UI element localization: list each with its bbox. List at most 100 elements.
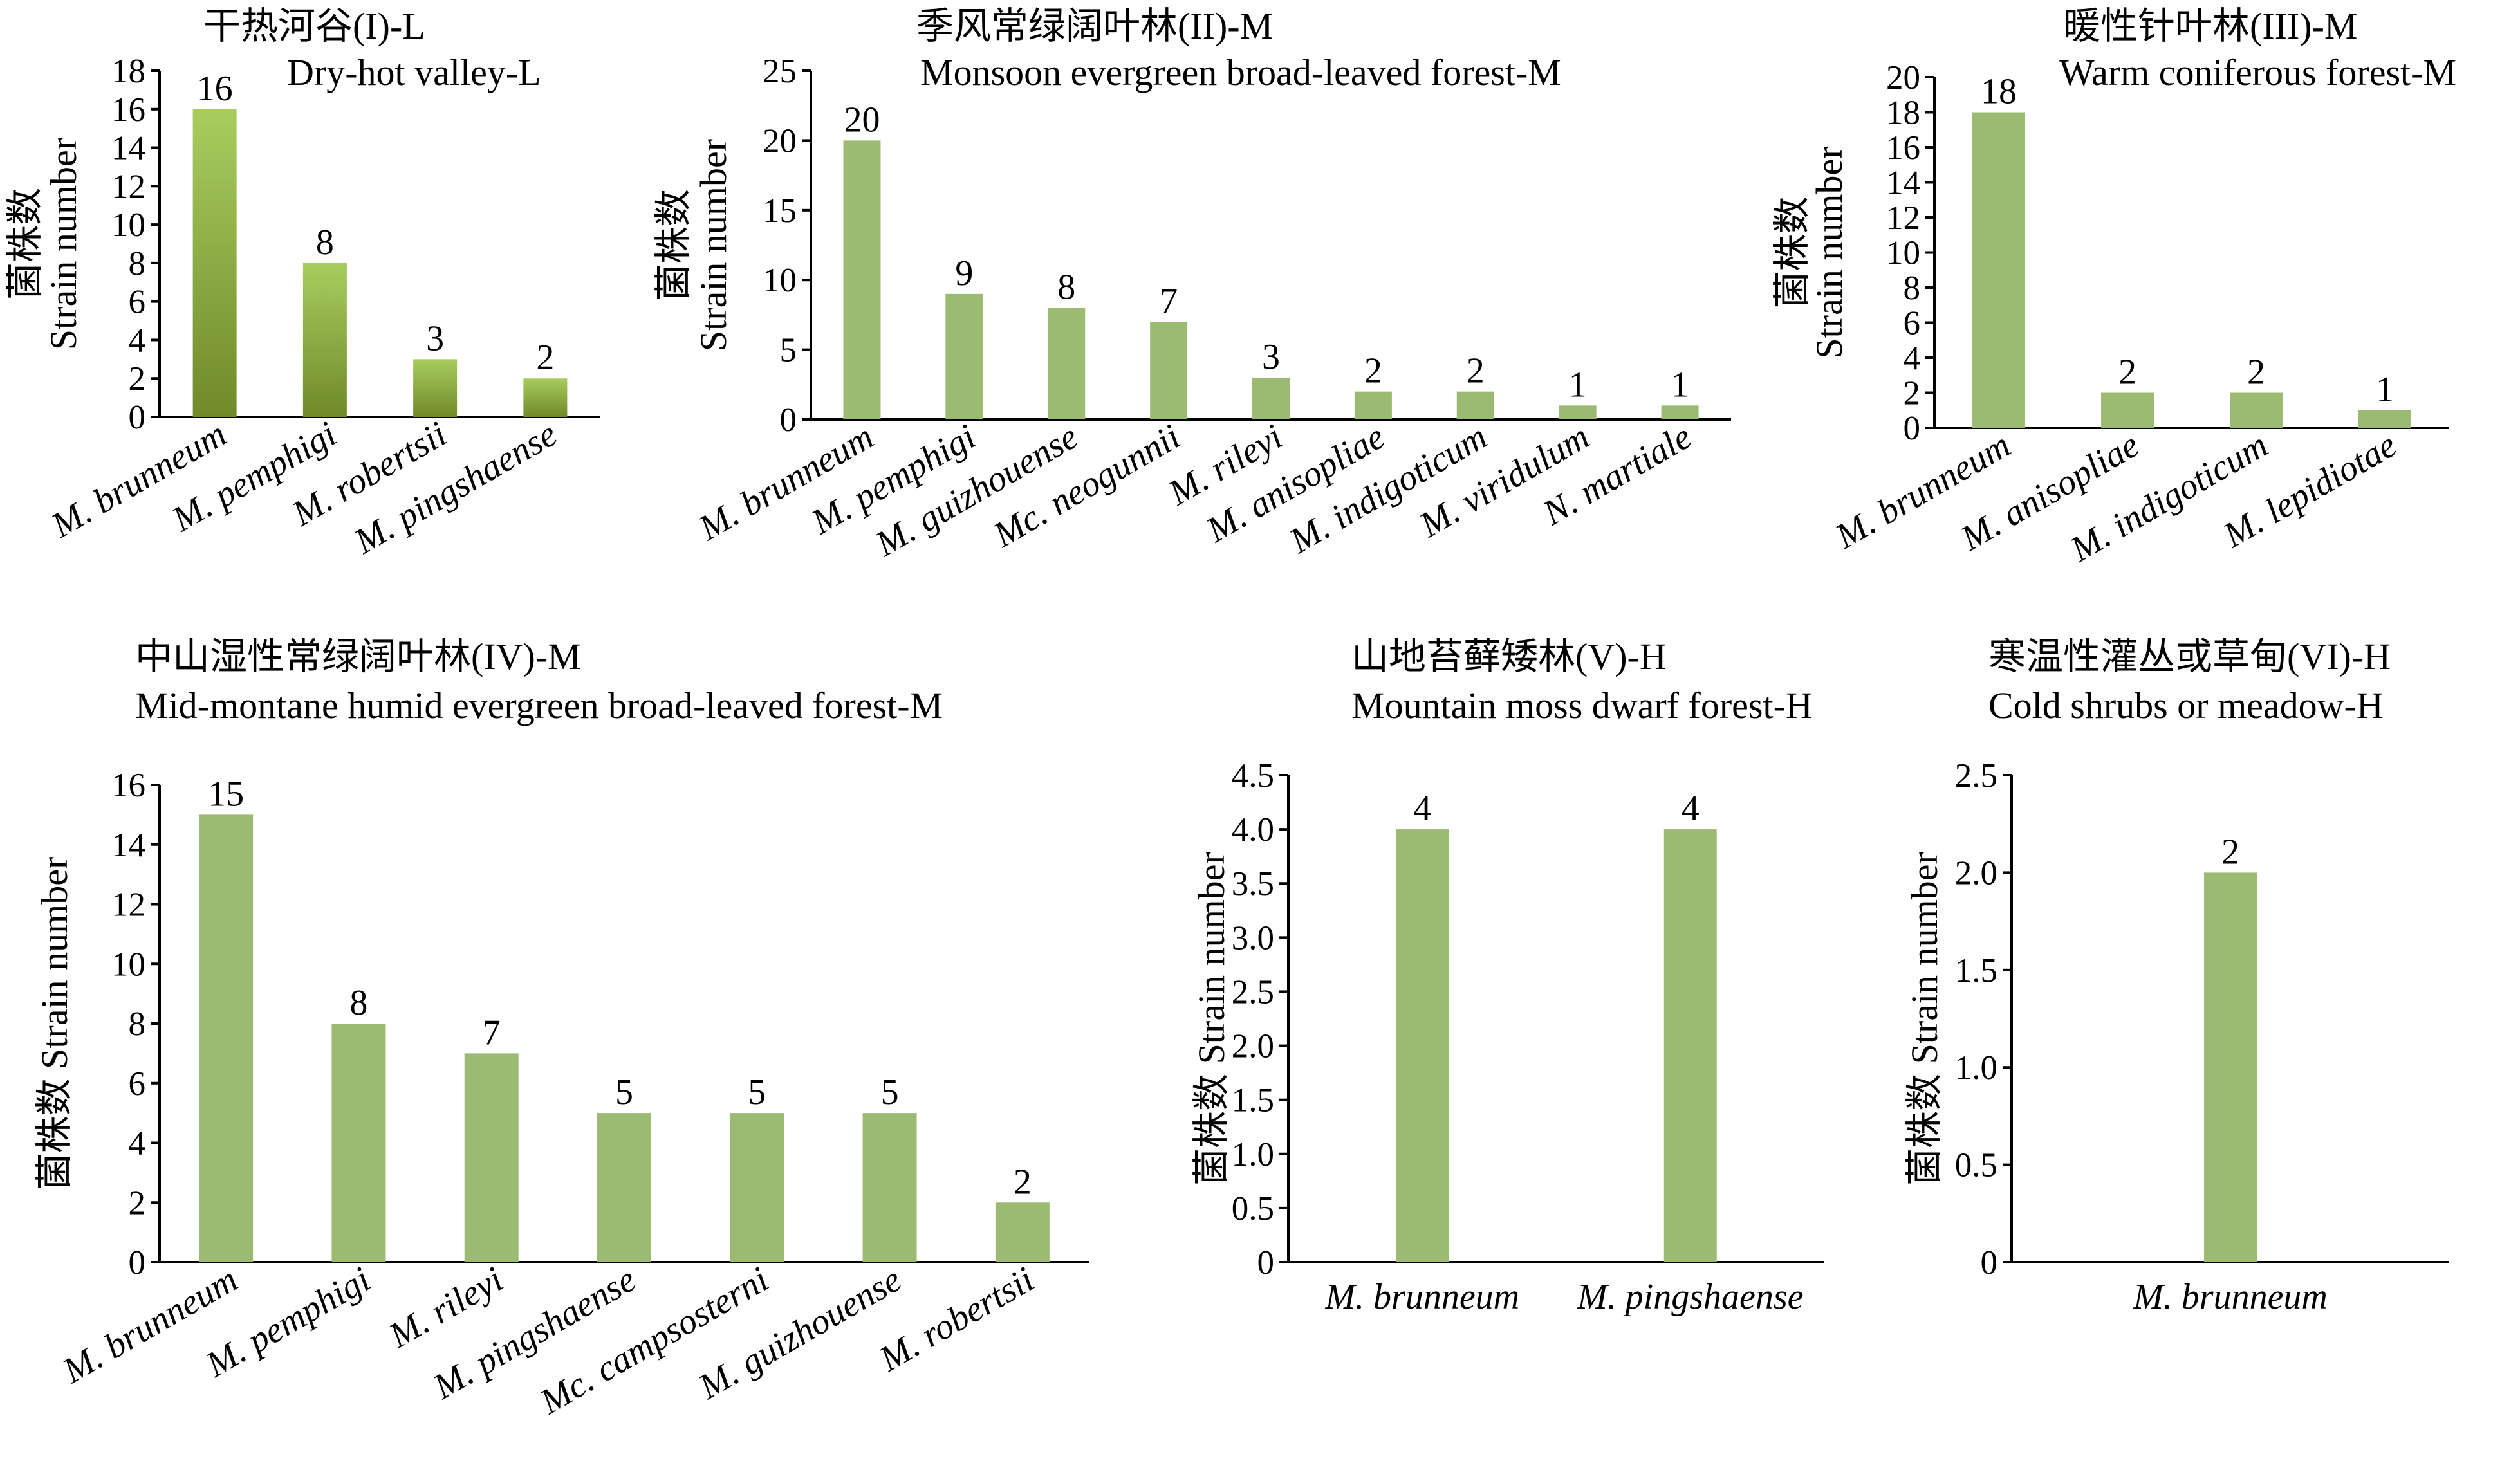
bar xyxy=(1354,391,1392,419)
bar xyxy=(2204,872,2257,1262)
bar-value-label: 2 xyxy=(536,338,554,378)
y-tick-label: 0.5 xyxy=(1232,1190,1274,1227)
bar-value-label: 8 xyxy=(349,983,367,1023)
bar xyxy=(523,378,568,417)
chart-panel-4: 中山湿性常绿阔叶林(IV)-M Mid-montane humid evergre… xyxy=(33,636,1089,1422)
y-tick-label: 16 xyxy=(1886,129,1920,167)
y-tick-label: 8 xyxy=(1904,270,1921,307)
y-tick-label: 12 xyxy=(111,887,145,924)
bar xyxy=(1661,405,1699,419)
y-tick-label: 14 xyxy=(111,827,145,864)
bar xyxy=(1972,112,2025,428)
bar xyxy=(464,1053,519,1262)
chart-title-zh: 寒温性灌丛或草甸(VI)-H xyxy=(1988,636,2391,677)
y-axis-label-en: Strain number xyxy=(692,139,734,351)
y-tick-label: 12 xyxy=(111,168,145,205)
y-tick-label: 4.5 xyxy=(1232,757,1274,795)
bar-value-label: 2 xyxy=(2118,353,2136,392)
bar xyxy=(1456,391,1494,419)
y-axis-label: 菌株数 Strain number xyxy=(1904,852,1945,1186)
chart-title-zh: 季风常绿阔叶林(II)-M xyxy=(916,5,1273,47)
y-tick-label: 2.0 xyxy=(1955,854,1997,892)
y-tick-label: 1.0 xyxy=(1955,1049,1997,1087)
y-tick-label: 3.0 xyxy=(1232,919,1274,957)
bar xyxy=(331,1024,386,1262)
y-tick-label: 10 xyxy=(111,946,145,983)
y-tick-label: 0 xyxy=(780,401,797,439)
y-tick-label: 2 xyxy=(1904,375,1921,412)
y-tick-label: 12 xyxy=(1886,199,1920,237)
bar-value-label: 2 xyxy=(2247,353,2265,392)
chart-panel-5: 山地苔藓矮林(V)-H Mountain moss dwarf forest-H 菌… xyxy=(1191,636,1824,1317)
bar-value-label: 7 xyxy=(483,1013,501,1052)
y-tick-label: 6 xyxy=(129,1065,146,1103)
y-tick-label: 18 xyxy=(111,53,145,90)
bar xyxy=(597,1113,651,1262)
bar-value-label: 2 xyxy=(1364,351,1382,391)
y-tick-label: 4 xyxy=(129,1125,146,1162)
y-tick-label: 10 xyxy=(111,207,145,244)
bar-value-label: 3 xyxy=(1262,337,1280,377)
chart-title-en: Monsoon evergreen broad-leaved forest-M xyxy=(920,51,1561,93)
bar-value-label: 2 xyxy=(2221,832,2239,872)
bar xyxy=(945,293,983,419)
y-tick-label: 8 xyxy=(129,245,146,282)
chart-title-en: Dry-hot valley-L xyxy=(287,51,541,93)
y-tick-label: 2.5 xyxy=(1232,973,1274,1011)
y-tick-label: 16 xyxy=(111,767,145,804)
bar xyxy=(862,1113,917,1262)
y-tick-label: 0 xyxy=(1904,410,1921,447)
y-axis-label-zh: 菌株数 xyxy=(4,188,46,300)
bar-value-label: 5 xyxy=(881,1072,899,1112)
bar xyxy=(1048,308,1086,419)
y-tick-label: 0 xyxy=(1257,1244,1275,1282)
bar-value-label: 7 xyxy=(1160,281,1178,321)
y-tick-label: 1.0 xyxy=(1232,1136,1274,1173)
bar-value-label: 3 xyxy=(426,318,444,358)
bar-value-label: 2 xyxy=(1014,1162,1032,1202)
y-tick-label: 2 xyxy=(129,1184,146,1222)
bar xyxy=(413,359,458,417)
chart-title-zh: 暖性针叶林(III)-M xyxy=(2063,5,2357,47)
bar xyxy=(1559,405,1597,419)
y-tick-label: 14 xyxy=(111,130,145,167)
bar xyxy=(1150,322,1188,419)
bar-value-label: 15 xyxy=(208,774,244,814)
bar xyxy=(2358,410,2411,428)
bar-value-label: 8 xyxy=(316,223,334,262)
y-tick-label: 6 xyxy=(1904,305,1921,342)
bar xyxy=(995,1202,1050,1262)
bar xyxy=(1396,829,1449,1262)
bar xyxy=(2230,392,2283,428)
chart-title-en: Mountain moss dwarf forest-H xyxy=(1351,685,1813,726)
y-tick-label: 8 xyxy=(129,1006,146,1043)
chart-title-zh: 山地苔藓矮林(V)-H xyxy=(1351,636,1667,677)
bar-value-label: 16 xyxy=(197,69,233,109)
bar-value-label: 1 xyxy=(1569,365,1587,405)
chart-title-en: Mid-montane humid evergreen broad-leaved… xyxy=(135,685,943,726)
bar-value-label: 18 xyxy=(1981,72,2017,112)
y-tick-label: 0.5 xyxy=(1955,1147,1997,1184)
bar-value-label: 9 xyxy=(955,253,973,293)
bar-value-label: 4 xyxy=(1682,789,1700,829)
bar-value-label: 20 xyxy=(844,100,880,140)
y-tick-label: 4 xyxy=(129,322,146,359)
bar xyxy=(199,814,254,1262)
bar xyxy=(843,140,881,419)
y-tick-label: 2.5 xyxy=(1955,757,1997,795)
chart-title-zh: 中山湿性常绿阔叶林(IV)-M xyxy=(135,636,581,677)
bar xyxy=(730,1113,784,1262)
chart-title-zh: 干热河谷(I)-L xyxy=(203,5,425,47)
bar-value-label: 1 xyxy=(2376,370,2394,410)
bar-value-label: 8 xyxy=(1057,268,1075,308)
y-tick-label: 15 xyxy=(763,192,797,230)
bar-value-label: 1 xyxy=(1671,365,1689,405)
y-tick-label: 4.0 xyxy=(1232,811,1274,849)
x-category-label: Mc. campsosterni xyxy=(533,1260,775,1422)
x-category-label: M. brunneum xyxy=(1324,1277,1519,1317)
y-tick-label: 4 xyxy=(1904,340,1921,377)
x-category-label: M. brunneum xyxy=(2133,1277,2328,1317)
y-axis-label-en: Strain number xyxy=(42,138,84,350)
